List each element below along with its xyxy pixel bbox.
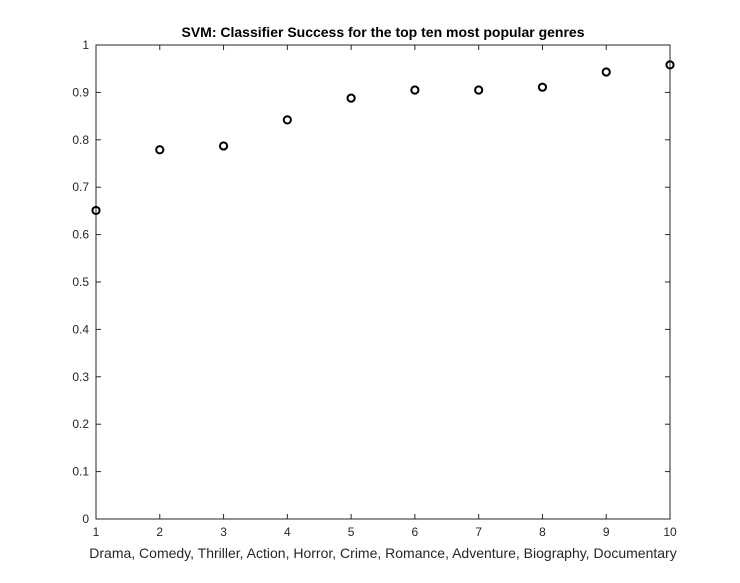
data-point [474, 85, 484, 95]
y-axis: 0 0.1 0.2 0.3 0.4 0.5 0.6 0.7 0.8 0.9 1 [72, 38, 670, 526]
x-tick-label: 2 [156, 525, 163, 539]
y-tick-label: 0.3 [72, 370, 89, 384]
data-point [282, 115, 292, 125]
y-tick-label: 0 [82, 512, 89, 526]
data-point [410, 85, 420, 95]
y-tick-label: 0.1 [72, 465, 89, 479]
y-tick-label: 0.4 [72, 322, 89, 336]
data-point [346, 93, 356, 103]
data-point [218, 141, 229, 151]
x-tick-label: 8 [539, 525, 546, 539]
chart-title: SVM: Classifier Success for the top ten … [182, 24, 585, 40]
x-tick-label: 5 [348, 525, 355, 539]
data-point [91, 205, 101, 216]
y-tick-label: 0.9 [72, 85, 89, 99]
y-tick-label: 0.2 [72, 417, 89, 431]
x-axis: 1 2 3 4 5 6 7 8 9 10 [93, 45, 677, 539]
plot-axes: 1 2 3 4 5 6 7 8 9 10 0 0.1 0.2 0.3 0.4 0.5 0.6 0.7 0.8 0.9… [72, 38, 677, 539]
x-tick-label: 9 [603, 525, 610, 539]
y-tick-label: 1 [82, 38, 89, 52]
y-tick-label: 0.6 [72, 228, 89, 242]
data-point [665, 60, 675, 70]
data-point [537, 82, 548, 92]
plot-area [95, 44, 671, 520]
data-point [601, 67, 611, 77]
x-tick-label: 1 [93, 525, 100, 539]
data-series [91, 60, 675, 216]
x-tick-label: 3 [220, 525, 227, 539]
x-tick-label: 10 [663, 525, 677, 539]
x-tick-label: 7 [475, 525, 482, 539]
x-tick-label: 4 [284, 525, 291, 539]
x-tick-label: 6 [412, 525, 419, 539]
y-tick-label: 0.7 [72, 180, 89, 194]
data-point [155, 145, 165, 155]
x-axis-label: Drama, Comedy, Thriller, Action, Horror,… [89, 545, 676, 561]
y-tick-label: 0.8 [72, 133, 89, 147]
y-tick-label: 0.5 [72, 275, 89, 289]
